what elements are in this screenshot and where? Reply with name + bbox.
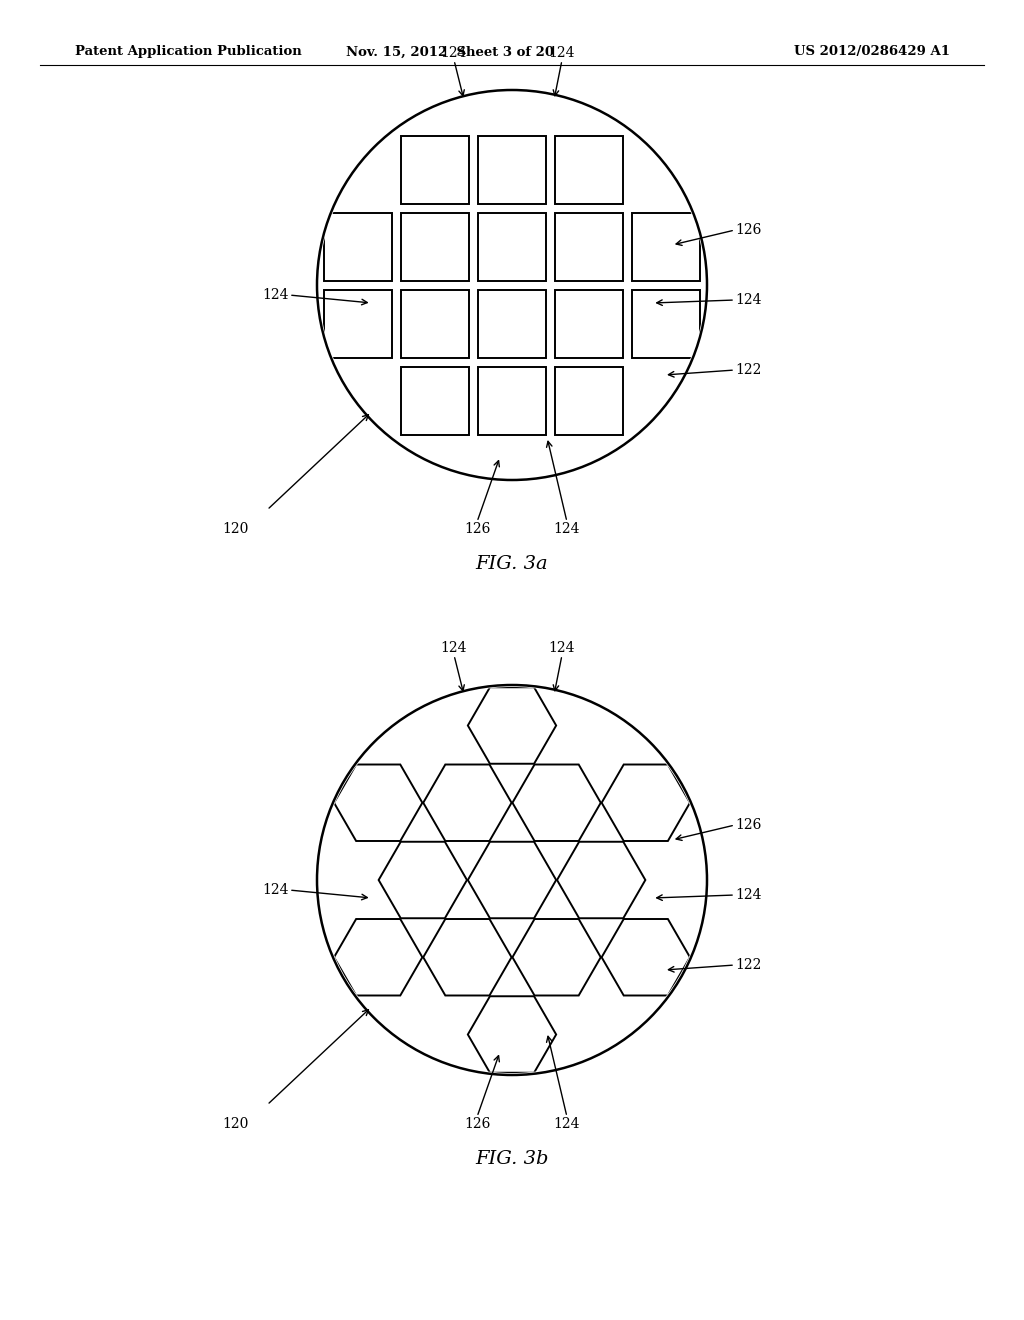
Text: 124: 124	[735, 293, 762, 308]
Text: FIG. 3a: FIG. 3a	[476, 554, 548, 573]
Text: FIG. 3b: FIG. 3b	[475, 1150, 549, 1168]
Text: 124: 124	[554, 521, 581, 536]
Text: US 2012/0286429 A1: US 2012/0286429 A1	[794, 45, 950, 58]
Text: Patent Application Publication: Patent Application Publication	[75, 45, 302, 58]
Text: 124: 124	[440, 642, 467, 655]
Text: 124: 124	[440, 46, 467, 59]
Text: 124: 124	[549, 46, 575, 59]
Text: 124: 124	[549, 642, 575, 655]
Text: Nov. 15, 2012  Sheet 3 of 20: Nov. 15, 2012 Sheet 3 of 20	[346, 45, 554, 58]
Text: 126: 126	[735, 223, 762, 238]
Text: 124: 124	[262, 288, 289, 302]
Text: 124: 124	[554, 1117, 581, 1131]
Text: 124: 124	[262, 883, 289, 898]
Text: 126: 126	[735, 818, 762, 832]
Text: 126: 126	[464, 1117, 490, 1131]
Text: 120: 120	[222, 1117, 249, 1131]
Text: 122: 122	[735, 958, 762, 972]
Text: 126: 126	[464, 521, 490, 536]
Text: 120: 120	[222, 521, 249, 536]
Text: 124: 124	[735, 888, 762, 902]
Text: 122: 122	[735, 363, 762, 378]
